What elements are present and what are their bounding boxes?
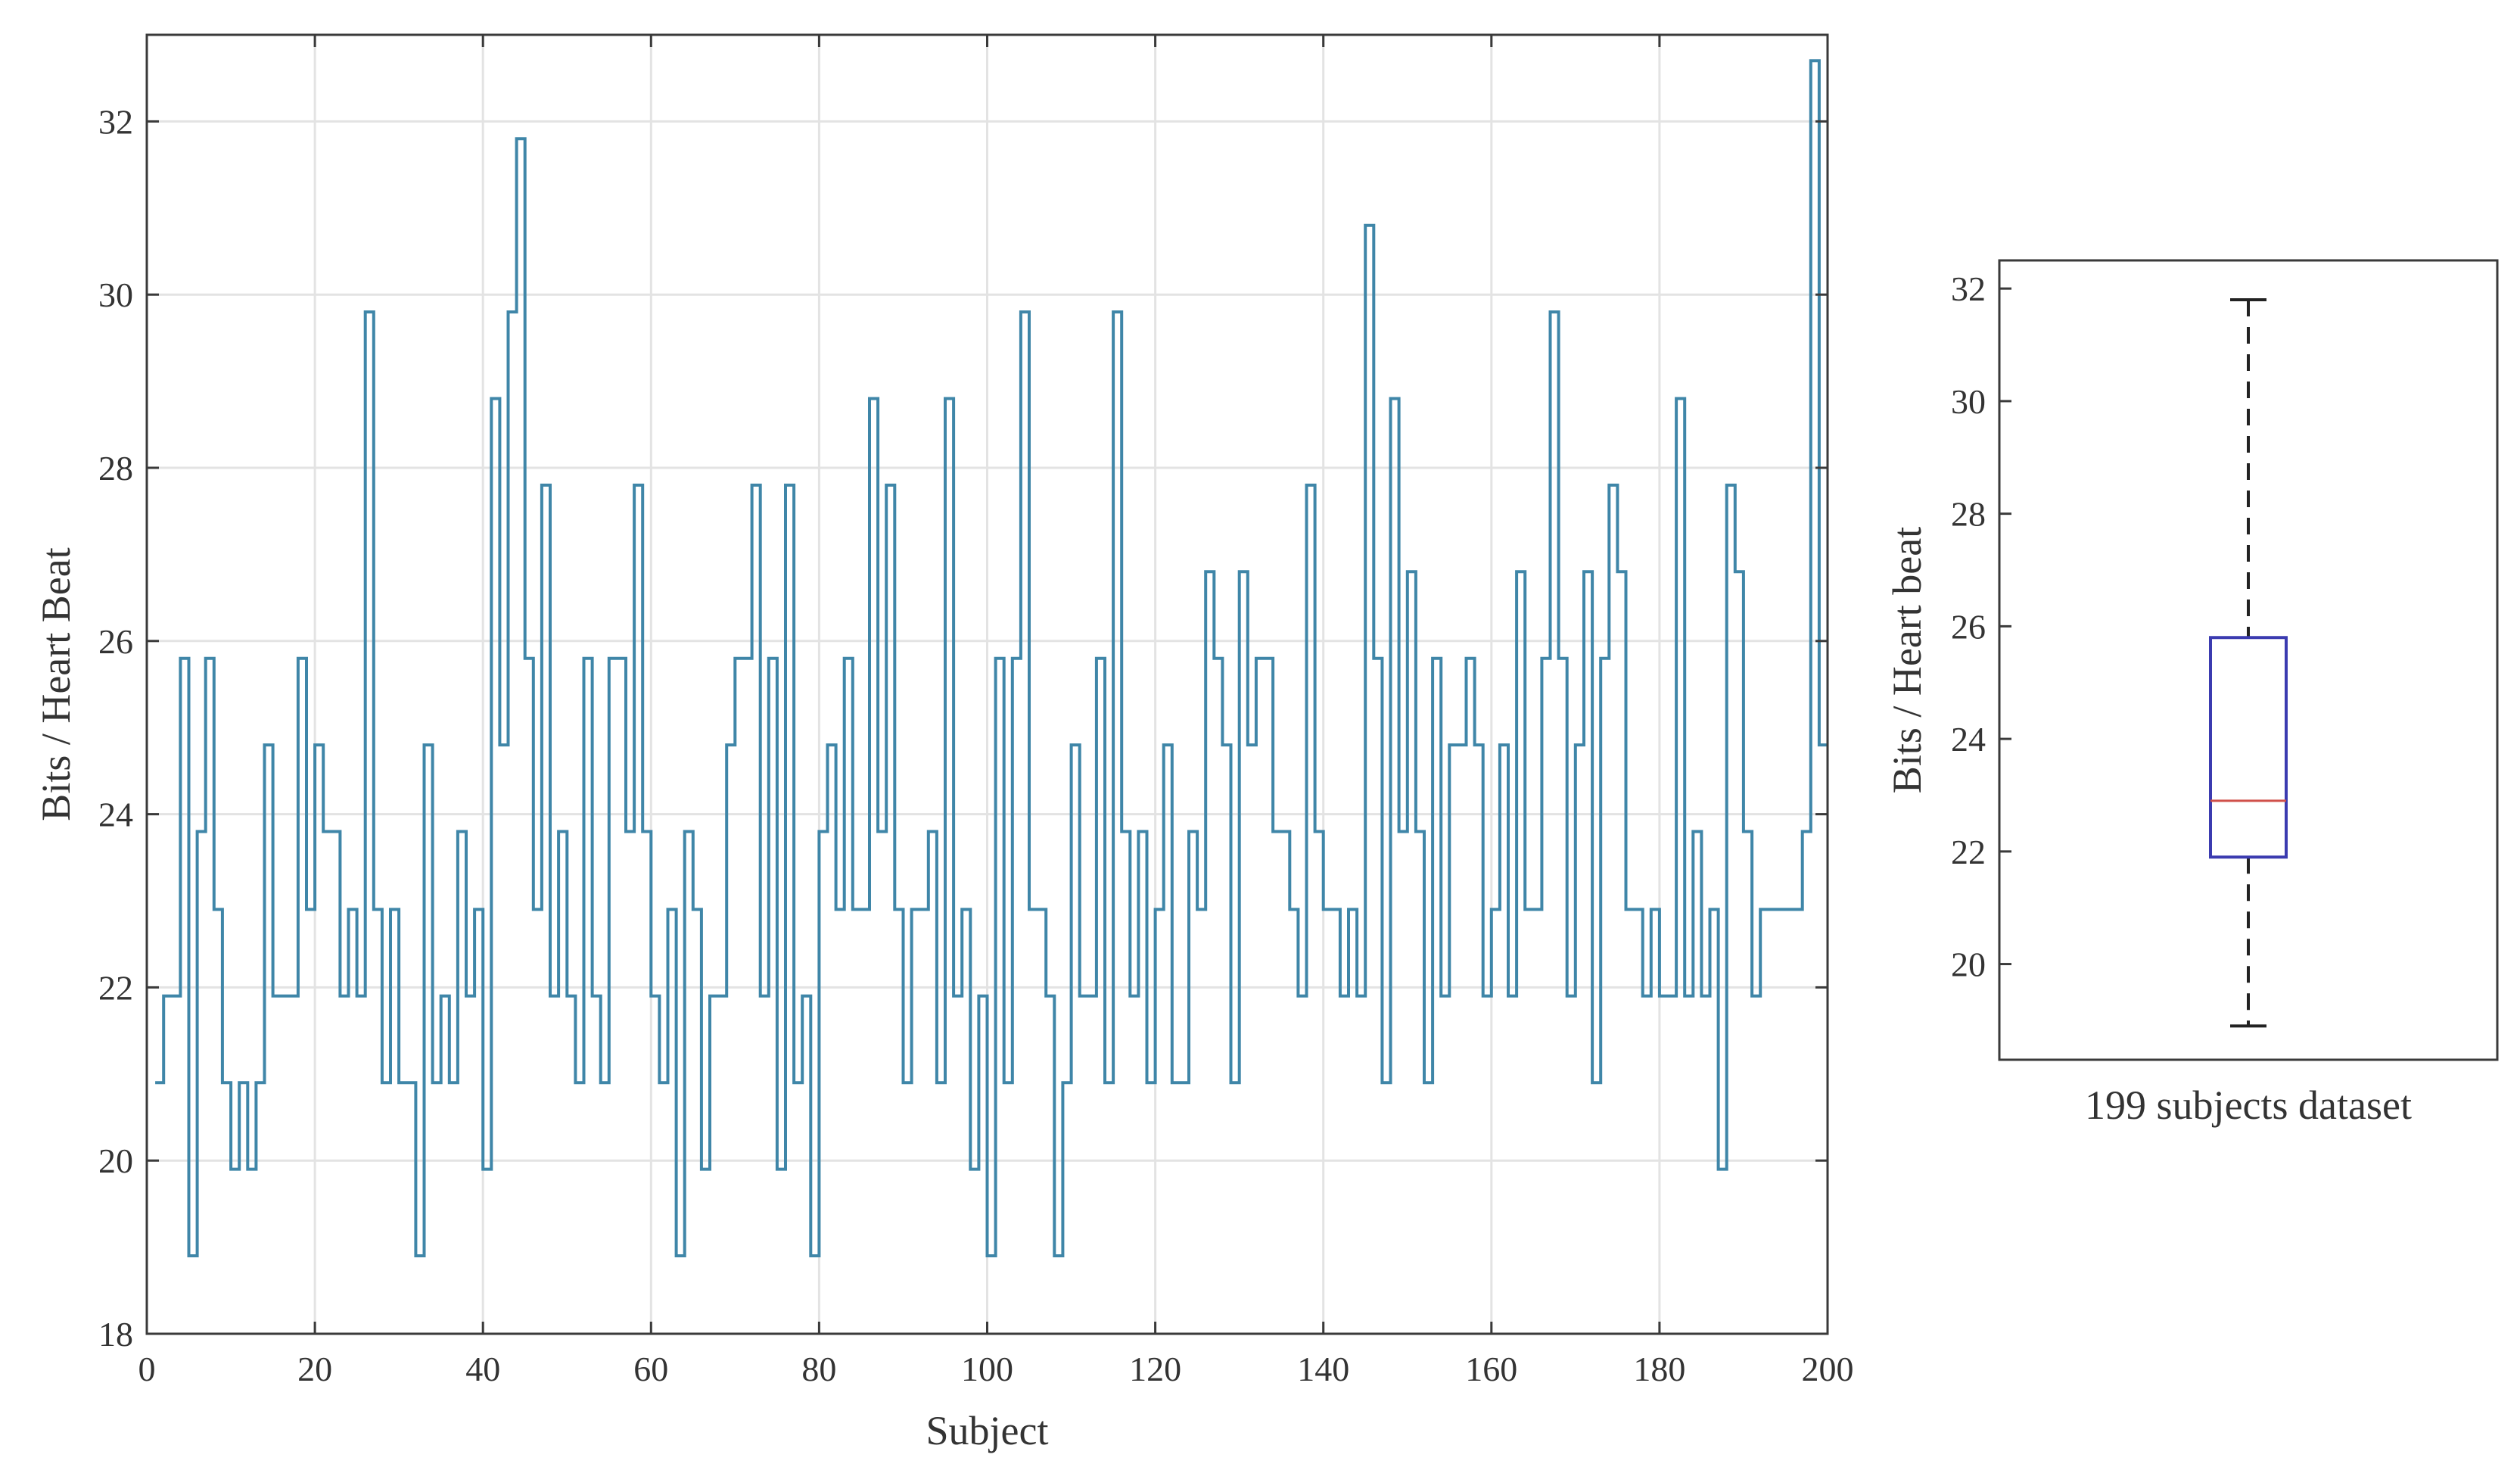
y-tick-label: 28 [98, 449, 133, 487]
box-y-tick-label: 30 [1951, 382, 1986, 421]
box-iqr [2209, 636, 2288, 859]
x-tick-label: 60 [633, 1350, 668, 1388]
step-chart: 0 20 40 60 80 100 120 140 160 180 200 18 20 22 24 26 28 3… [33, 33, 1854, 1453]
box-y-tick-label: 32 [1951, 269, 1986, 308]
x-tick-label: 0 [138, 1350, 156, 1388]
y-tick-label: 22 [98, 968, 133, 1007]
step-chart-x-axis-label: Subject [926, 1408, 1049, 1453]
box-chart-frame [1998, 259, 2499, 1061]
y-tick-label: 18 [98, 1315, 133, 1353]
x-tick-label: 140 [1297, 1350, 1349, 1388]
box-y-tick-label: 20 [1951, 945, 1986, 984]
box-chart: 20 22 24 26 28 30 32 199 subjects dataset Bits… [1884, 259, 2499, 1128]
x-tick-label: 160 [1465, 1350, 1517, 1388]
box-y-tick-label: 22 [1951, 833, 1986, 871]
y-tick-label: 26 [98, 622, 133, 661]
x-tick-label: 200 [1802, 1350, 1854, 1388]
x-tick-label: 120 [1129, 1350, 1181, 1388]
box-chart-ticks: 20 22 24 26 28 30 32 [1951, 269, 2011, 984]
x-tick-label: 80 [801, 1350, 836, 1388]
step-chart-y-axis-label: Bits / Heart Beat [33, 547, 79, 821]
y-tick-label: 30 [98, 276, 133, 314]
step-series-line [155, 59, 1828, 1257]
step-chart-ticks: 0 20 40 60 80 100 120 140 160 180 200 18 20 22 24 26 28 3… [98, 35, 1854, 1388]
y-tick-label: 20 [98, 1142, 133, 1180]
box-y-tick-label: 26 [1951, 607, 1986, 646]
box-chart-category-label: 199 subjects dataset [2085, 1082, 2412, 1128]
box-y-tick-label: 28 [1951, 495, 1986, 534]
y-tick-label: 32 [98, 102, 133, 141]
x-tick-label: 20 [297, 1350, 332, 1388]
box-y-tick-label: 24 [1951, 720, 1986, 758]
step-chart-grid [147, 35, 1828, 1334]
box-chart-y-axis-label: Bits / Heart beat [1884, 527, 1930, 793]
y-tick-label: 24 [98, 796, 133, 834]
x-tick-label: 40 [465, 1350, 500, 1388]
x-tick-label: 100 [961, 1350, 1013, 1388]
x-tick-label: 180 [1633, 1350, 1685, 1388]
